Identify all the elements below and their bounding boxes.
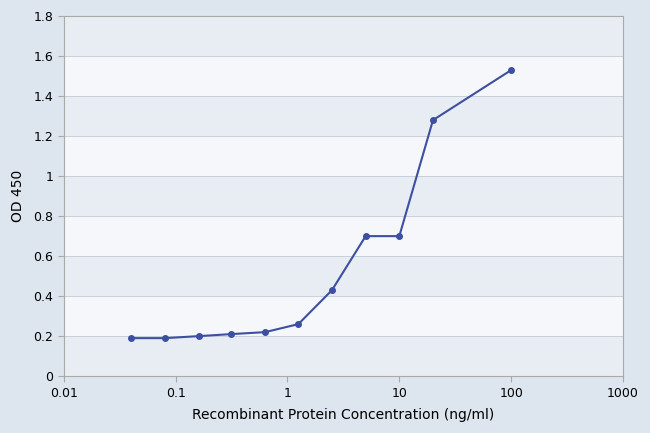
- Bar: [64, 336, 623, 376]
- Bar: [64, 216, 623, 256]
- Bar: [64, 296, 623, 336]
- Bar: [64, 136, 623, 176]
- Bar: [64, 16, 623, 56]
- Bar: [64, 176, 623, 216]
- Bar: [64, 256, 623, 296]
- Bar: [64, 56, 623, 96]
- X-axis label: Recombinant Protein Concentration (ng/ml): Recombinant Protein Concentration (ng/ml…: [192, 408, 495, 422]
- Y-axis label: OD 450: OD 450: [11, 170, 25, 222]
- Bar: [64, 96, 623, 136]
